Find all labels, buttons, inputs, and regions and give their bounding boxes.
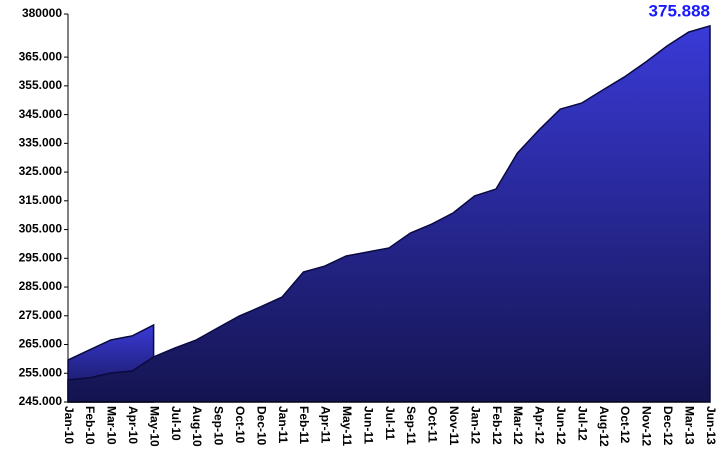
y-tick-label: 365.000 <box>19 49 63 63</box>
x-tick-label: Apr-10 <box>126 406 140 444</box>
x-tick-label: Jun-12 <box>554 406 568 445</box>
x-tick-label: Apr-11 <box>319 406 333 444</box>
x-tick-label: Sep-11 <box>404 406 418 445</box>
x-tick-label: Jun-13 <box>704 406 717 445</box>
x-tick-label: Jul-11 <box>383 406 397 440</box>
x-tick-label: Oct-10 <box>233 406 247 444</box>
x-tick-label: Dec-12 <box>661 406 675 446</box>
x-tick-label: Oct-11 <box>426 406 440 443</box>
x-tick-label: Jan-10 <box>62 406 76 444</box>
x-tick-label: Sep-10 <box>212 406 226 446</box>
y-tick-label: 265.000 <box>19 337 63 351</box>
x-tick-label: Jul-12 <box>575 406 589 441</box>
y-tick-label: 315.000 <box>19 193 63 207</box>
x-tick-label: Jul-10 <box>169 406 183 441</box>
y-tick-label: 245.000 <box>19 394 63 408</box>
x-tick-label: May-11 <box>340 406 354 446</box>
x-tick-label: Feb-10 <box>83 406 97 445</box>
y-tick-label: 295.000 <box>19 250 63 264</box>
x-tick-label: Oct-12 <box>618 406 632 444</box>
x-tick-label: May-10 <box>147 406 161 447</box>
y-tick-label: 355.000 <box>19 78 63 92</box>
x-tick-label: Nov-12 <box>640 406 654 446</box>
y-tick-label: 380000 <box>22 6 62 20</box>
x-tick-label: Jun-11 <box>361 406 375 444</box>
y-tick-label: 345.000 <box>19 107 63 121</box>
x-tick-label: Aug-12 <box>597 406 611 447</box>
x-tick-label: Feb-11 <box>297 406 311 444</box>
x-tick-label: Dec-10 <box>254 406 268 446</box>
x-tick-label: Mar-10 <box>105 406 119 445</box>
y-tick-label: 275.000 <box>19 308 63 322</box>
y-tick-label: 335.000 <box>19 136 63 150</box>
value-label: 375.888 <box>649 1 710 20</box>
x-tick-label: Jan-11 <box>276 406 290 444</box>
y-tick-label: 305.000 <box>19 222 63 236</box>
x-tick-label: Apr-12 <box>533 406 547 444</box>
x-tick-label: Feb-12 <box>490 406 504 445</box>
y-tick-label: 255.000 <box>19 365 63 379</box>
y-tick-label: 325.000 <box>19 164 63 178</box>
x-tick-label: Jan-12 <box>468 406 482 444</box>
y-tick-label: 285.000 <box>19 279 63 293</box>
x-tick-label: Mar-13 <box>682 406 696 445</box>
area <box>67 24 711 403</box>
x-tick-label: Aug-10 <box>190 406 204 447</box>
x-tick-label: Mar-12 <box>511 406 525 445</box>
x-tick-label: Nov-11 <box>447 406 461 446</box>
